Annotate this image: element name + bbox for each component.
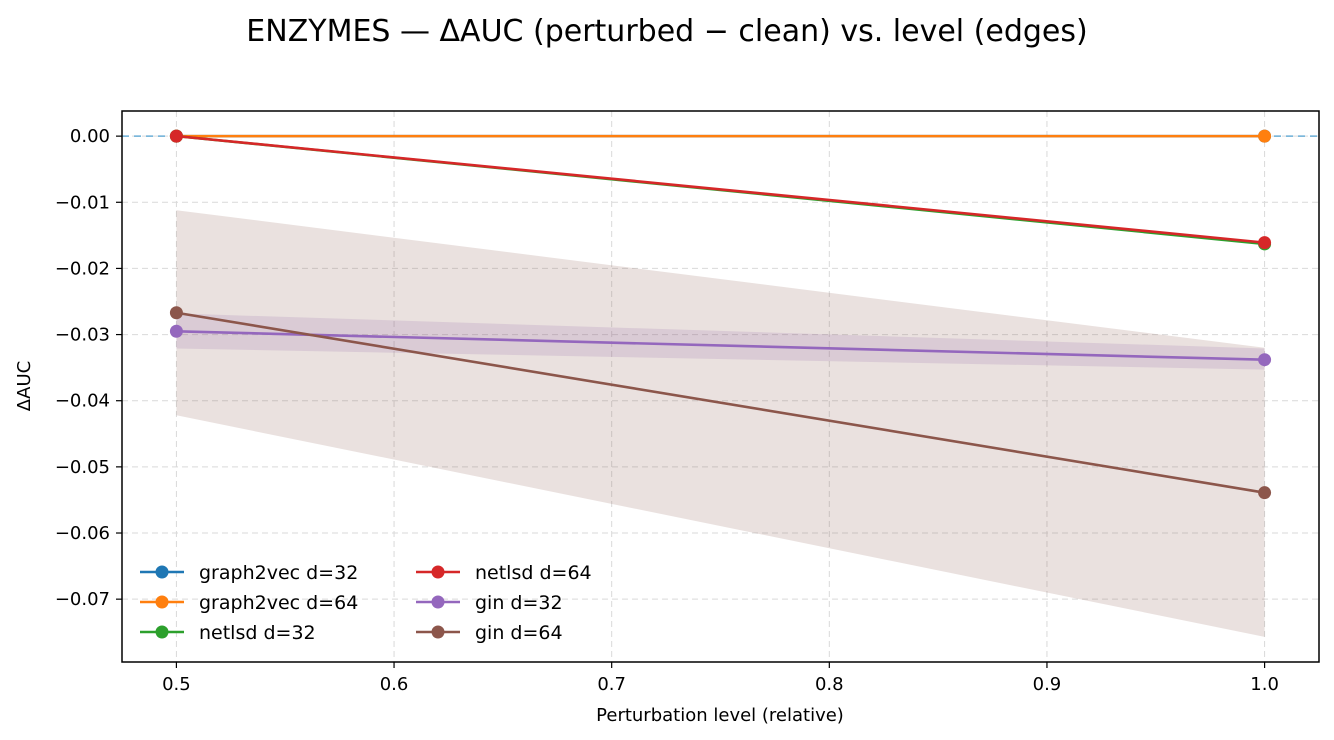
y-tick-label: 0.00 [70,126,110,147]
legend-marker [155,625,169,639]
data-point [169,324,183,338]
y-tick-label: −0.03 [55,325,110,346]
grid [122,111,1319,662]
series-line [176,329,1265,362]
series-line [176,311,1265,494]
data-point [1258,236,1272,250]
legend-marker [431,595,445,609]
x-tick-label: 0.6 [380,674,409,695]
chart-title: ENZYMES — ΔAUC (perturbed − clean) vs. l… [246,14,1087,49]
legend-label: netlsd d=32 [199,622,316,644]
legend-marker [431,565,445,579]
x-tick-label: 1.0 [1250,674,1279,695]
data-point [169,306,183,320]
confidence-bands [176,210,1265,637]
legend-marker [431,625,445,639]
legend-label: gin d=64 [475,622,563,644]
y-tick-label: −0.04 [55,391,110,412]
legend-label: gin d=32 [475,592,563,614]
legend-marker [155,565,169,579]
x-tick-label: 0.5 [162,674,191,695]
legend-marker [155,595,169,609]
legend: graph2vec d=32 graph2vec d=64 netlsd d=32 n… [140,562,592,644]
y-tick-label: −0.02 [55,258,110,279]
x-tick-label: 0.8 [815,674,844,695]
series-band [176,210,1265,637]
y-axis-label: ΔAUC [14,361,35,411]
x-tick-label: 0.7 [597,674,626,695]
y-tick-label: −0.07 [55,589,110,610]
data-point [1258,129,1272,143]
legend-label: netlsd d=64 [475,562,592,584]
legend-label: graph2vec d=32 [199,562,358,584]
data-point [1258,486,1272,500]
series-lines [169,129,1272,500]
series-line [176,134,1265,244]
y-tick-label: −0.05 [55,457,110,478]
plot-frame [121,110,1320,663]
y-tick-label: −0.06 [55,523,110,544]
legend-label: graph2vec d=64 [199,592,358,614]
data-point [1258,353,1272,367]
x-axis-label: Perturbation level (relative) [596,705,844,726]
x-tick-label: 0.9 [1033,674,1062,695]
data-point [169,129,183,143]
y-tick-label: −0.01 [55,192,110,213]
y-axis-ticks: 0.00 −0.01 −0.02 −0.03 −0.04 −0.05 −0.06 −0.07 [55,126,122,610]
x-axis-ticks: 0.5 0.6 0.7 0.8 0.9 1.0 [162,662,1279,695]
series-band [176,313,1265,370]
